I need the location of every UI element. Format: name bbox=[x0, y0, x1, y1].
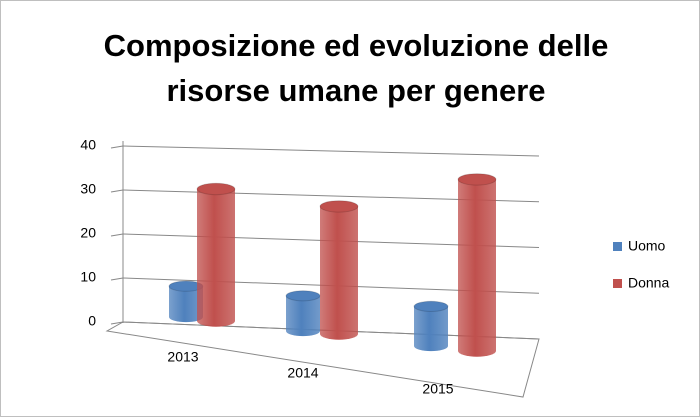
y-tick-label: 10 bbox=[80, 269, 96, 285]
bar-body bbox=[458, 179, 496, 357]
bar-top bbox=[457, 173, 497, 186]
bar-body bbox=[286, 295, 320, 337]
bar-body bbox=[320, 206, 358, 340]
y-tick-label: 0 bbox=[88, 313, 96, 329]
bar bbox=[168, 280, 204, 323]
y-tick-label: 20 bbox=[80, 225, 96, 241]
tick-mark bbox=[110, 321, 124, 325]
x-tick-label: 2013 bbox=[167, 349, 198, 365]
tick-mark bbox=[110, 277, 124, 281]
chart-title: Composizione ed evoluzione delle risorse… bbox=[103, 28, 609, 108]
bar-body bbox=[414, 306, 448, 352]
legend-swatch bbox=[613, 279, 622, 288]
bar-top bbox=[319, 200, 359, 213]
bar bbox=[196, 182, 236, 327]
bar bbox=[285, 290, 321, 337]
grid-line bbox=[122, 145, 540, 157]
y-tick-label: 40 bbox=[80, 137, 96, 153]
legend-label: Donna bbox=[628, 275, 669, 291]
bar bbox=[319, 200, 359, 340]
bar-top bbox=[196, 182, 236, 196]
x-tick-label: 2015 bbox=[422, 381, 453, 397]
legend-label: Uomo bbox=[628, 238, 666, 254]
tick-mark bbox=[110, 189, 124, 193]
bar-body bbox=[169, 286, 203, 323]
bar-top bbox=[413, 300, 449, 312]
x-tick-label: 2014 bbox=[287, 365, 318, 381]
bar bbox=[457, 173, 497, 357]
legend-swatch bbox=[613, 242, 622, 251]
tick-mark bbox=[110, 145, 124, 149]
bar-body bbox=[197, 189, 235, 327]
y-tick-label: 30 bbox=[80, 181, 96, 197]
bar bbox=[413, 300, 449, 352]
bar-top bbox=[285, 290, 321, 302]
tick-mark bbox=[110, 233, 124, 237]
